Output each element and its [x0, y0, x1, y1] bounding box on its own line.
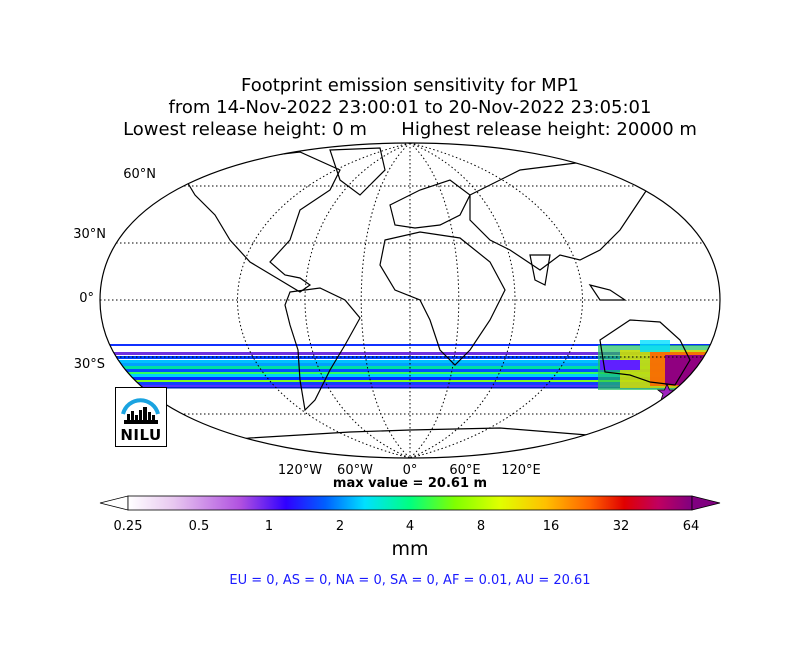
- colorbar: [99, 495, 721, 511]
- colorbar-gradient: [127, 495, 693, 511]
- colorbar-tick-2: 1: [264, 519, 274, 534]
- nilu-logo-icon: [121, 398, 160, 424]
- colorbar-tick-4: 4: [405, 519, 415, 534]
- graticule: [100, 143, 720, 458]
- map-body: [100, 143, 720, 458]
- colorbar-tick-8: 64: [682, 519, 700, 534]
- title-line-3: Lowest release height: 0 m Highest relea…: [123, 119, 697, 140]
- colorbar-unit-label: mm: [391, 538, 429, 560]
- lon-label-60e: 60°E: [449, 463, 481, 478]
- colorbar-min-extension: [99, 495, 129, 511]
- colorbar-max-extension: [691, 495, 721, 511]
- colorbar-tick-0: 0.25: [113, 519, 143, 534]
- colorbar-tick-6: 16: [542, 519, 560, 534]
- title-line-2: from 14-Nov-2022 23:00:01 to 20-Nov-2022…: [168, 97, 652, 118]
- nilu-logo: NILU: [115, 387, 167, 447]
- lon-label-60w: 60°W: [337, 463, 373, 478]
- colorbar-tick-3: 2: [335, 519, 345, 534]
- lat-label-60n: 60°N: [123, 167, 156, 182]
- max-value-label: max value = 20.61 m: [332, 476, 488, 491]
- lat-label-30n: 30°N: [73, 227, 106, 242]
- colorbar-tick-5: 8: [476, 519, 486, 534]
- nilu-logo-text: NILU: [120, 426, 162, 444]
- title-line-1: Footprint emission sensitivity for MP1: [240, 75, 579, 96]
- lat-label-0: 0°: [79, 291, 94, 306]
- colorbar-tick-1: 0.5: [188, 519, 210, 534]
- colorbar-tick-7: 32: [612, 519, 630, 534]
- lon-label-120e: 120°E: [501, 463, 541, 478]
- region-summary: EU = 0, AS = 0, NA = 0, SA = 0, AF = 0.0…: [229, 573, 591, 588]
- lon-label-0: 0°: [402, 463, 418, 478]
- map-boundary: [99, 142, 721, 459]
- lon-label-120w: 120°W: [277, 463, 323, 478]
- lat-label-30s: 30°S: [73, 357, 105, 372]
